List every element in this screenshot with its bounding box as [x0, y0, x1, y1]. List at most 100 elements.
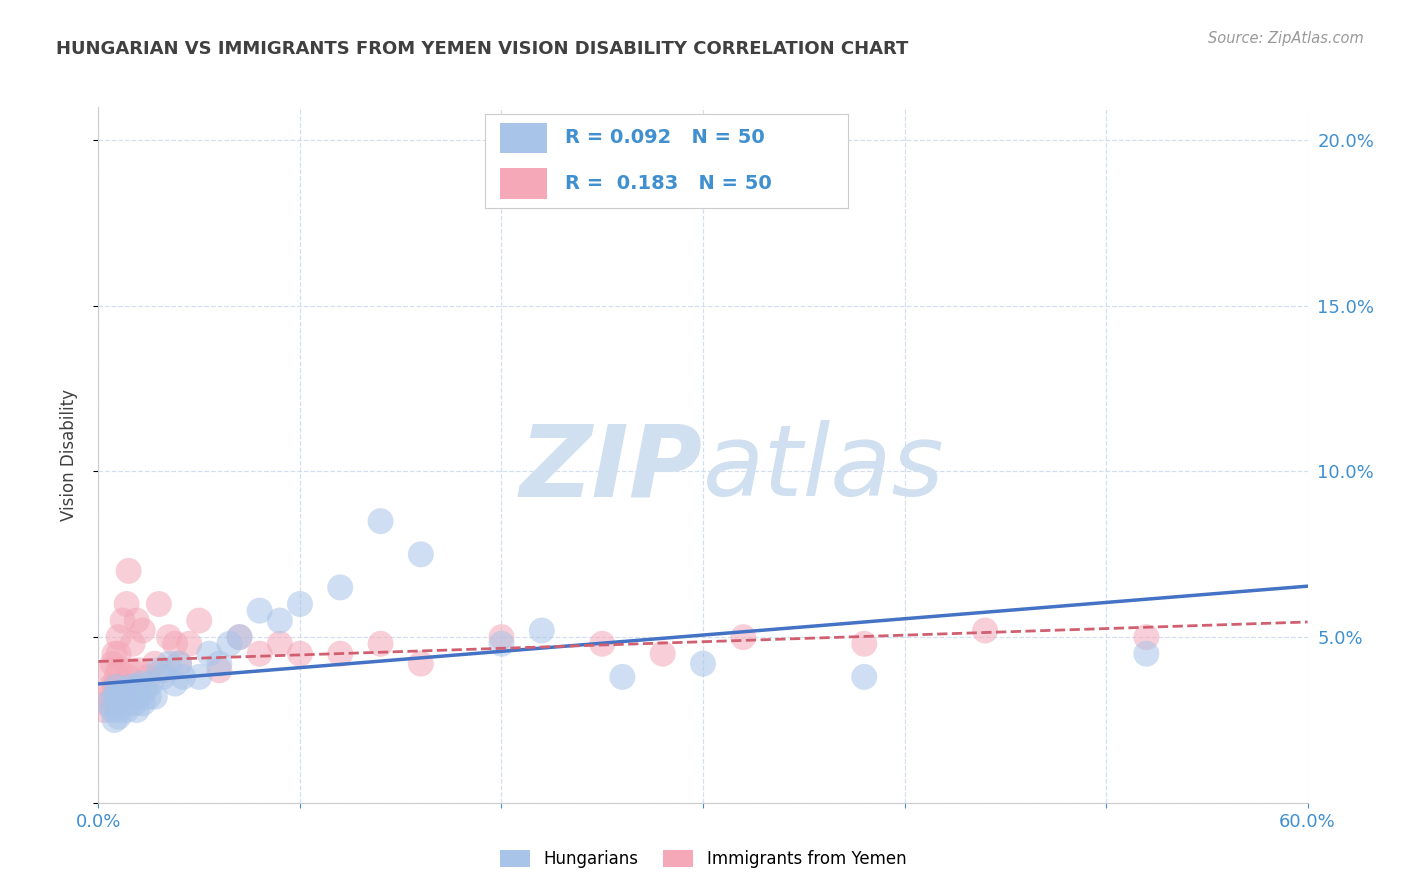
- Text: atlas: atlas: [703, 420, 945, 517]
- Point: [138, 690, 160, 704]
- Point: [129, 676, 152, 690]
- Point: [101, 657, 124, 671]
- Point: [198, 647, 221, 661]
- Text: Source: ZipAtlas.com: Source: ZipAtlas.com: [1208, 31, 1364, 46]
- Point: [105, 670, 128, 684]
- Point: [167, 657, 190, 671]
- Point: [138, 670, 160, 684]
- Point: [120, 663, 142, 677]
- Point: [103, 647, 125, 661]
- Point: [157, 630, 180, 644]
- Point: [132, 697, 155, 711]
- Point: [269, 637, 291, 651]
- Point: [288, 597, 311, 611]
- Point: [115, 597, 138, 611]
- Point: [1135, 647, 1157, 661]
- Legend: Hungarians, Immigrants from Yemen: Hungarians, Immigrants from Yemen: [494, 843, 912, 875]
- Point: [114, 683, 136, 698]
- Point: [148, 663, 170, 677]
- Point: [107, 703, 129, 717]
- Point: [103, 690, 125, 704]
- Point: [107, 647, 129, 661]
- Point: [152, 663, 174, 677]
- Point: [228, 630, 250, 644]
- Point: [530, 624, 553, 638]
- Point: [228, 630, 250, 644]
- Point: [612, 670, 634, 684]
- Point: [591, 637, 613, 651]
- Point: [172, 670, 194, 684]
- Point: [105, 697, 128, 711]
- Point: [733, 630, 755, 644]
- Point: [148, 597, 170, 611]
- Point: [107, 680, 129, 694]
- Point: [100, 680, 122, 694]
- Text: ZIP: ZIP: [520, 420, 703, 517]
- Point: [853, 670, 876, 684]
- Point: [491, 637, 513, 651]
- Point: [107, 690, 129, 704]
- Point: [179, 637, 201, 651]
- Point: [249, 647, 271, 661]
- Point: [128, 690, 150, 704]
- Point: [107, 663, 129, 677]
- Point: [107, 697, 129, 711]
- Point: [288, 647, 311, 661]
- Point: [143, 657, 166, 671]
- Point: [370, 637, 392, 651]
- Point: [115, 703, 138, 717]
- Point: [491, 630, 513, 644]
- Point: [101, 703, 124, 717]
- Point: [152, 670, 174, 684]
- Point: [208, 657, 231, 671]
- Point: [111, 614, 134, 628]
- Point: [208, 663, 231, 677]
- Point: [111, 697, 134, 711]
- Point: [118, 670, 141, 684]
- Point: [692, 657, 714, 671]
- Point: [163, 676, 186, 690]
- Point: [118, 697, 141, 711]
- Point: [105, 680, 128, 694]
- Point: [269, 614, 291, 628]
- Point: [121, 686, 143, 700]
- Point: [853, 637, 876, 651]
- Point: [143, 690, 166, 704]
- Point: [370, 514, 392, 528]
- Point: [97, 663, 120, 677]
- Point: [329, 581, 352, 595]
- Point: [974, 624, 997, 638]
- Point: [188, 670, 211, 684]
- Point: [1135, 630, 1157, 644]
- Point: [120, 680, 142, 694]
- Y-axis label: Vision Disability: Vision Disability: [59, 389, 77, 521]
- Point: [651, 647, 673, 661]
- Point: [125, 703, 148, 717]
- Point: [97, 690, 120, 704]
- Point: [96, 697, 118, 711]
- Point: [167, 657, 190, 671]
- Point: [107, 709, 129, 723]
- Point: [124, 680, 146, 694]
- Point: [125, 614, 148, 628]
- Point: [249, 604, 271, 618]
- Point: [118, 564, 141, 578]
- Point: [128, 663, 150, 677]
- Point: [121, 637, 143, 651]
- Point: [107, 686, 129, 700]
- Point: [114, 690, 136, 704]
- Point: [103, 680, 125, 694]
- Point: [97, 697, 120, 711]
- Point: [409, 547, 432, 561]
- Text: HUNGARIAN VS IMMIGRANTS FROM YEMEN VISION DISABILITY CORRELATION CHART: HUNGARIAN VS IMMIGRANTS FROM YEMEN VISIO…: [56, 40, 908, 58]
- Point: [409, 657, 432, 671]
- Point: [132, 624, 155, 638]
- Point: [110, 697, 132, 711]
- Point: [103, 713, 125, 727]
- Point: [163, 637, 186, 651]
- Point: [93, 703, 115, 717]
- Point: [118, 690, 141, 704]
- Point: [124, 697, 146, 711]
- Point: [128, 680, 150, 694]
- Point: [188, 614, 211, 628]
